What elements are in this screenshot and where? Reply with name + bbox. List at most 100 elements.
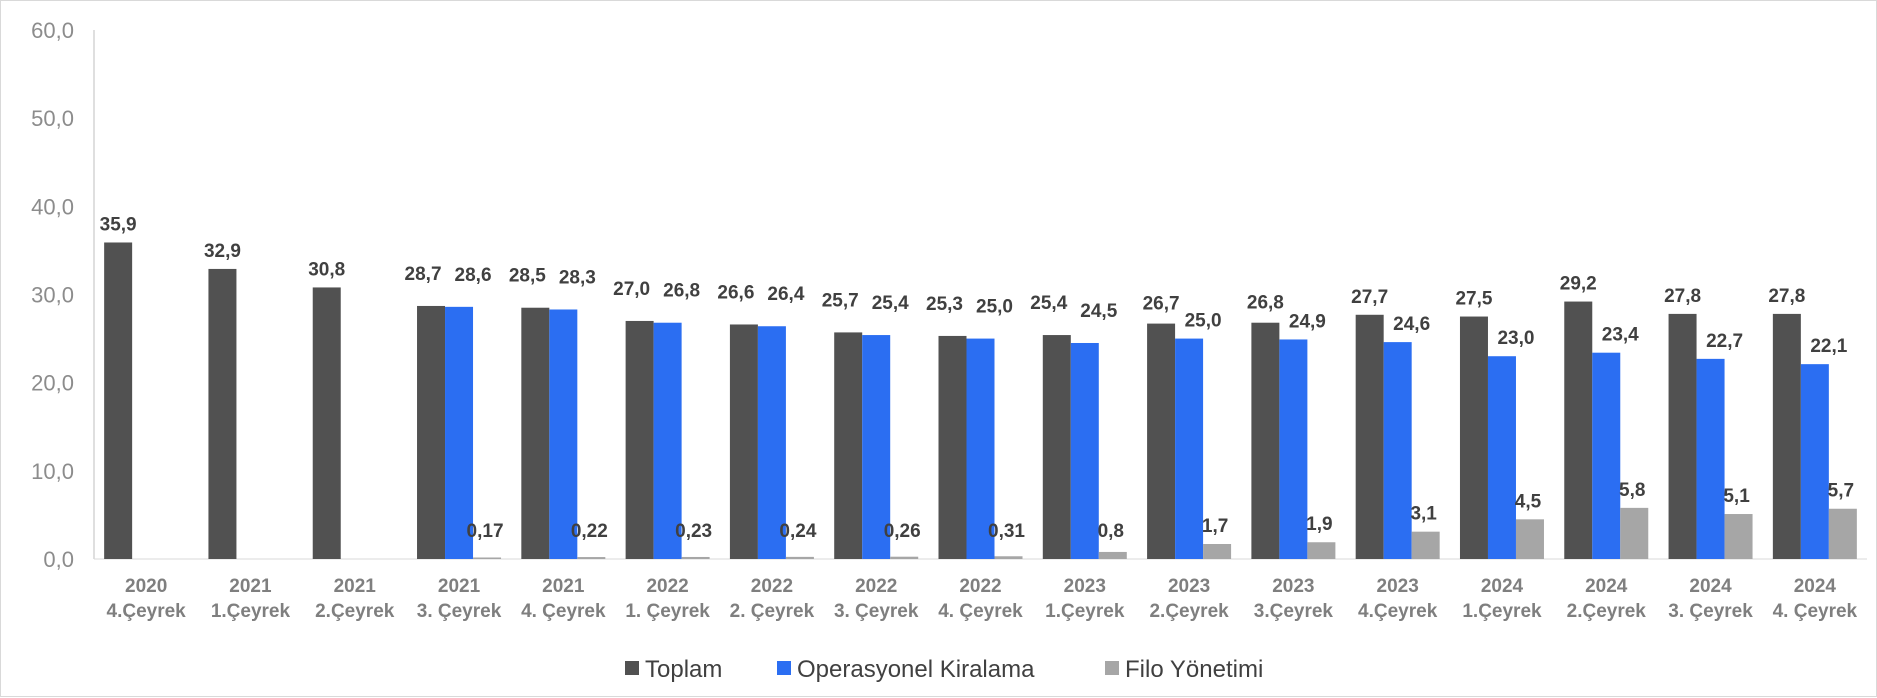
data-label: 26,8 — [1247, 293, 1284, 314]
x-tick-label-year: 2022 — [855, 576, 897, 597]
x-tick-label-year: 2021 — [229, 576, 272, 597]
x-tick-label-quarter: 3. Çeyrek — [1668, 601, 1753, 622]
data-label: 24,9 — [1289, 311, 1326, 332]
data-label: 32,9 — [204, 241, 241, 262]
x-tick-label-year: 2023 — [1272, 576, 1314, 597]
x-tick-label-quarter: 3. Çeyrek — [834, 601, 919, 622]
data-label: 29,2 — [1560, 274, 1597, 295]
bar-operasyonel-kiralama — [966, 338, 995, 559]
bar-operasyonel-kiralama — [1175, 338, 1204, 559]
bar-filo-yönetimi — [577, 557, 606, 559]
x-tick-label-year: 2022 — [959, 576, 1001, 597]
y-tick-label: 50,0 — [31, 106, 74, 131]
data-label: 27,5 — [1455, 289, 1492, 310]
bar-filo-yönetimi — [1515, 519, 1544, 559]
bar-toplam — [938, 335, 967, 559]
data-label: 24,6 — [1393, 314, 1430, 335]
legend-swatch — [625, 661, 639, 675]
bar-toplam — [625, 320, 654, 559]
legend-swatch — [777, 661, 791, 675]
bar-operasyonel-kiralama — [757, 326, 786, 559]
bar-toplam — [208, 268, 237, 559]
y-tick-label: 60,0 — [31, 18, 74, 43]
data-label: 0,22 — [571, 521, 608, 542]
bar-toplam — [312, 287, 341, 559]
y-tick-label: 40,0 — [31, 194, 74, 219]
bar-operasyonel-kiralama — [1800, 364, 1829, 559]
y-tick-label: 0,0 — [43, 547, 74, 572]
x-tick-label-year: 2021 — [334, 576, 377, 597]
bar-toplam — [1564, 301, 1593, 559]
y-tick-label: 30,0 — [31, 283, 74, 308]
bar-filo-yönetimi — [994, 556, 1023, 559]
y-tick-label: 20,0 — [31, 371, 74, 396]
data-label: 0,26 — [884, 521, 921, 542]
x-tick-label-quarter: 2.Çeyrek — [1149, 601, 1229, 622]
bar-toplam — [834, 332, 863, 559]
bar-filo-yönetimi — [1828, 508, 1857, 559]
legend-label: Toplam — [645, 656, 722, 683]
x-tick-label-year: 2023 — [1168, 576, 1210, 597]
data-label: 23,4 — [1602, 325, 1639, 346]
x-tick-label-year: 2024 — [1481, 576, 1524, 597]
data-label: 27,0 — [613, 279, 650, 300]
x-tick-label-year: 2023 — [1064, 576, 1106, 597]
x-tick-label-quarter: 3. Çeyrek — [417, 601, 502, 622]
data-label: 5,8 — [1619, 480, 1645, 501]
data-label: 27,8 — [1768, 286, 1805, 307]
y-tick-label: 10,0 — [31, 459, 74, 484]
data-label: 26,7 — [1143, 294, 1180, 315]
legend-label: Operasyonel Kiralama — [797, 656, 1035, 683]
data-label: 30,8 — [308, 259, 345, 280]
x-tick-label-year: 2021 — [542, 576, 585, 597]
bar-filo-yönetimi — [473, 557, 502, 559]
bar-filo-yönetimi — [1620, 507, 1649, 559]
data-label: 25,0 — [976, 297, 1013, 318]
bar-operasyonel-kiralama — [1592, 352, 1621, 559]
data-label: 5,1 — [1723, 486, 1750, 507]
data-label: 25,0 — [1185, 311, 1222, 332]
bar-toplam — [417, 305, 446, 559]
bar-toplam — [1355, 314, 1384, 559]
data-label: 1,9 — [1306, 514, 1332, 535]
bar-operasyonel-kiralama — [445, 306, 474, 559]
x-tick-label-quarter: 1.Çeyrek — [1045, 601, 1125, 622]
bar-operasyonel-kiralama — [862, 335, 891, 559]
x-tick-label-quarter: 1.Çeyrek — [211, 601, 291, 622]
x-tick-label-year: 2024 — [1585, 576, 1628, 597]
bar-toplam — [1147, 323, 1176, 559]
x-tick-label-year: 2023 — [1377, 576, 1419, 597]
data-label: 0,8 — [1098, 521, 1124, 542]
bar-filo-yönetimi — [890, 556, 919, 559]
bar-toplam — [1459, 316, 1488, 559]
x-tick-label-quarter: 4.Çeyrek — [1358, 601, 1438, 622]
bar-filo-yönetimi — [1724, 514, 1753, 559]
data-label: 5,7 — [1828, 481, 1854, 502]
bar-toplam — [104, 242, 133, 559]
data-label: 26,4 — [767, 284, 804, 305]
data-label: 22,1 — [1810, 336, 1847, 357]
legend-swatch — [1105, 661, 1119, 675]
bar-toplam — [1042, 335, 1071, 559]
x-tick-label-year: 2024 — [1794, 576, 1837, 597]
data-label: 3,1 — [1410, 504, 1437, 525]
data-label: 25,3 — [926, 294, 963, 315]
bar-toplam — [1251, 322, 1280, 559]
bar-filo-yönetimi — [1411, 531, 1440, 559]
x-tick-label-quarter: 2.Çeyrek — [315, 601, 395, 622]
data-label: 25,4 — [1030, 293, 1067, 314]
bar-operasyonel-kiralama — [653, 322, 682, 559]
data-label: 35,9 — [100, 214, 137, 235]
data-label: 26,8 — [663, 281, 700, 302]
bar-filo-yönetimi — [1307, 542, 1336, 559]
x-tick-label-quarter: 4. Çeyrek — [1773, 601, 1858, 622]
x-tick-label-quarter: 4. Çeyrek — [521, 601, 606, 622]
x-tick-label-year: 2020 — [125, 576, 167, 597]
bar-filo-yönetimi — [681, 556, 710, 559]
data-label: 25,7 — [822, 290, 859, 311]
data-label: 26,6 — [717, 282, 754, 303]
x-tick-label-quarter: 2. Çeyrek — [730, 601, 815, 622]
bar-toplam — [729, 324, 758, 559]
